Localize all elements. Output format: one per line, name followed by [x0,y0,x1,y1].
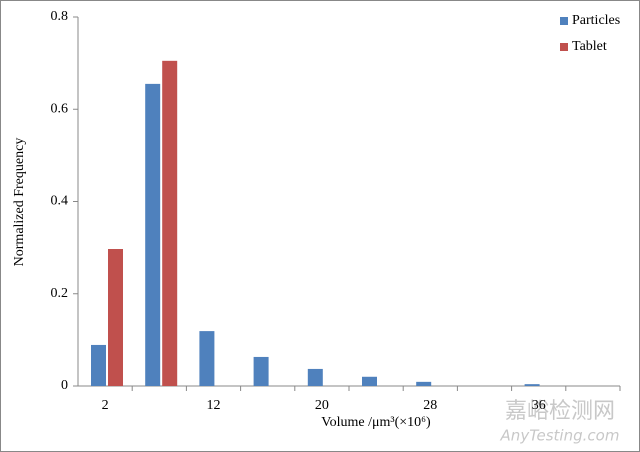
x-tick-label: 2 [102,398,109,413]
bar [307,368,323,386]
watermark-url: AnyTesting.com [500,427,620,445]
bar [108,249,123,386]
bar [91,344,106,386]
y-tick-label: 0.4 [51,194,69,209]
x-tick-label: 20 [315,398,329,413]
y-tick-label: 0.8 [51,9,69,24]
bar [162,60,178,386]
legend-swatch [560,43,568,51]
watermark-title: 嘉峪检测网 [505,399,615,424]
y-tick-label: 0.2 [51,286,69,301]
x-axis-label: Volume /μm³(×10⁶) [321,415,431,430]
bar [416,381,432,386]
x-tick-label: 36 [532,398,546,413]
bar [362,376,377,386]
bar [199,331,215,386]
legend-swatch [560,17,568,25]
y-tick-label: 0.6 [51,101,69,116]
x-tick-label: 28 [423,398,437,413]
legend-label: Tablet [572,39,607,54]
bar [145,83,161,386]
y-tick-label: 0 [61,378,68,393]
legend-label: Particles [572,13,620,28]
y-axis-label: Normalized Frequency [12,138,27,267]
bar [253,356,269,386]
bar [524,384,540,386]
x-tick-label: 12 [207,398,221,413]
